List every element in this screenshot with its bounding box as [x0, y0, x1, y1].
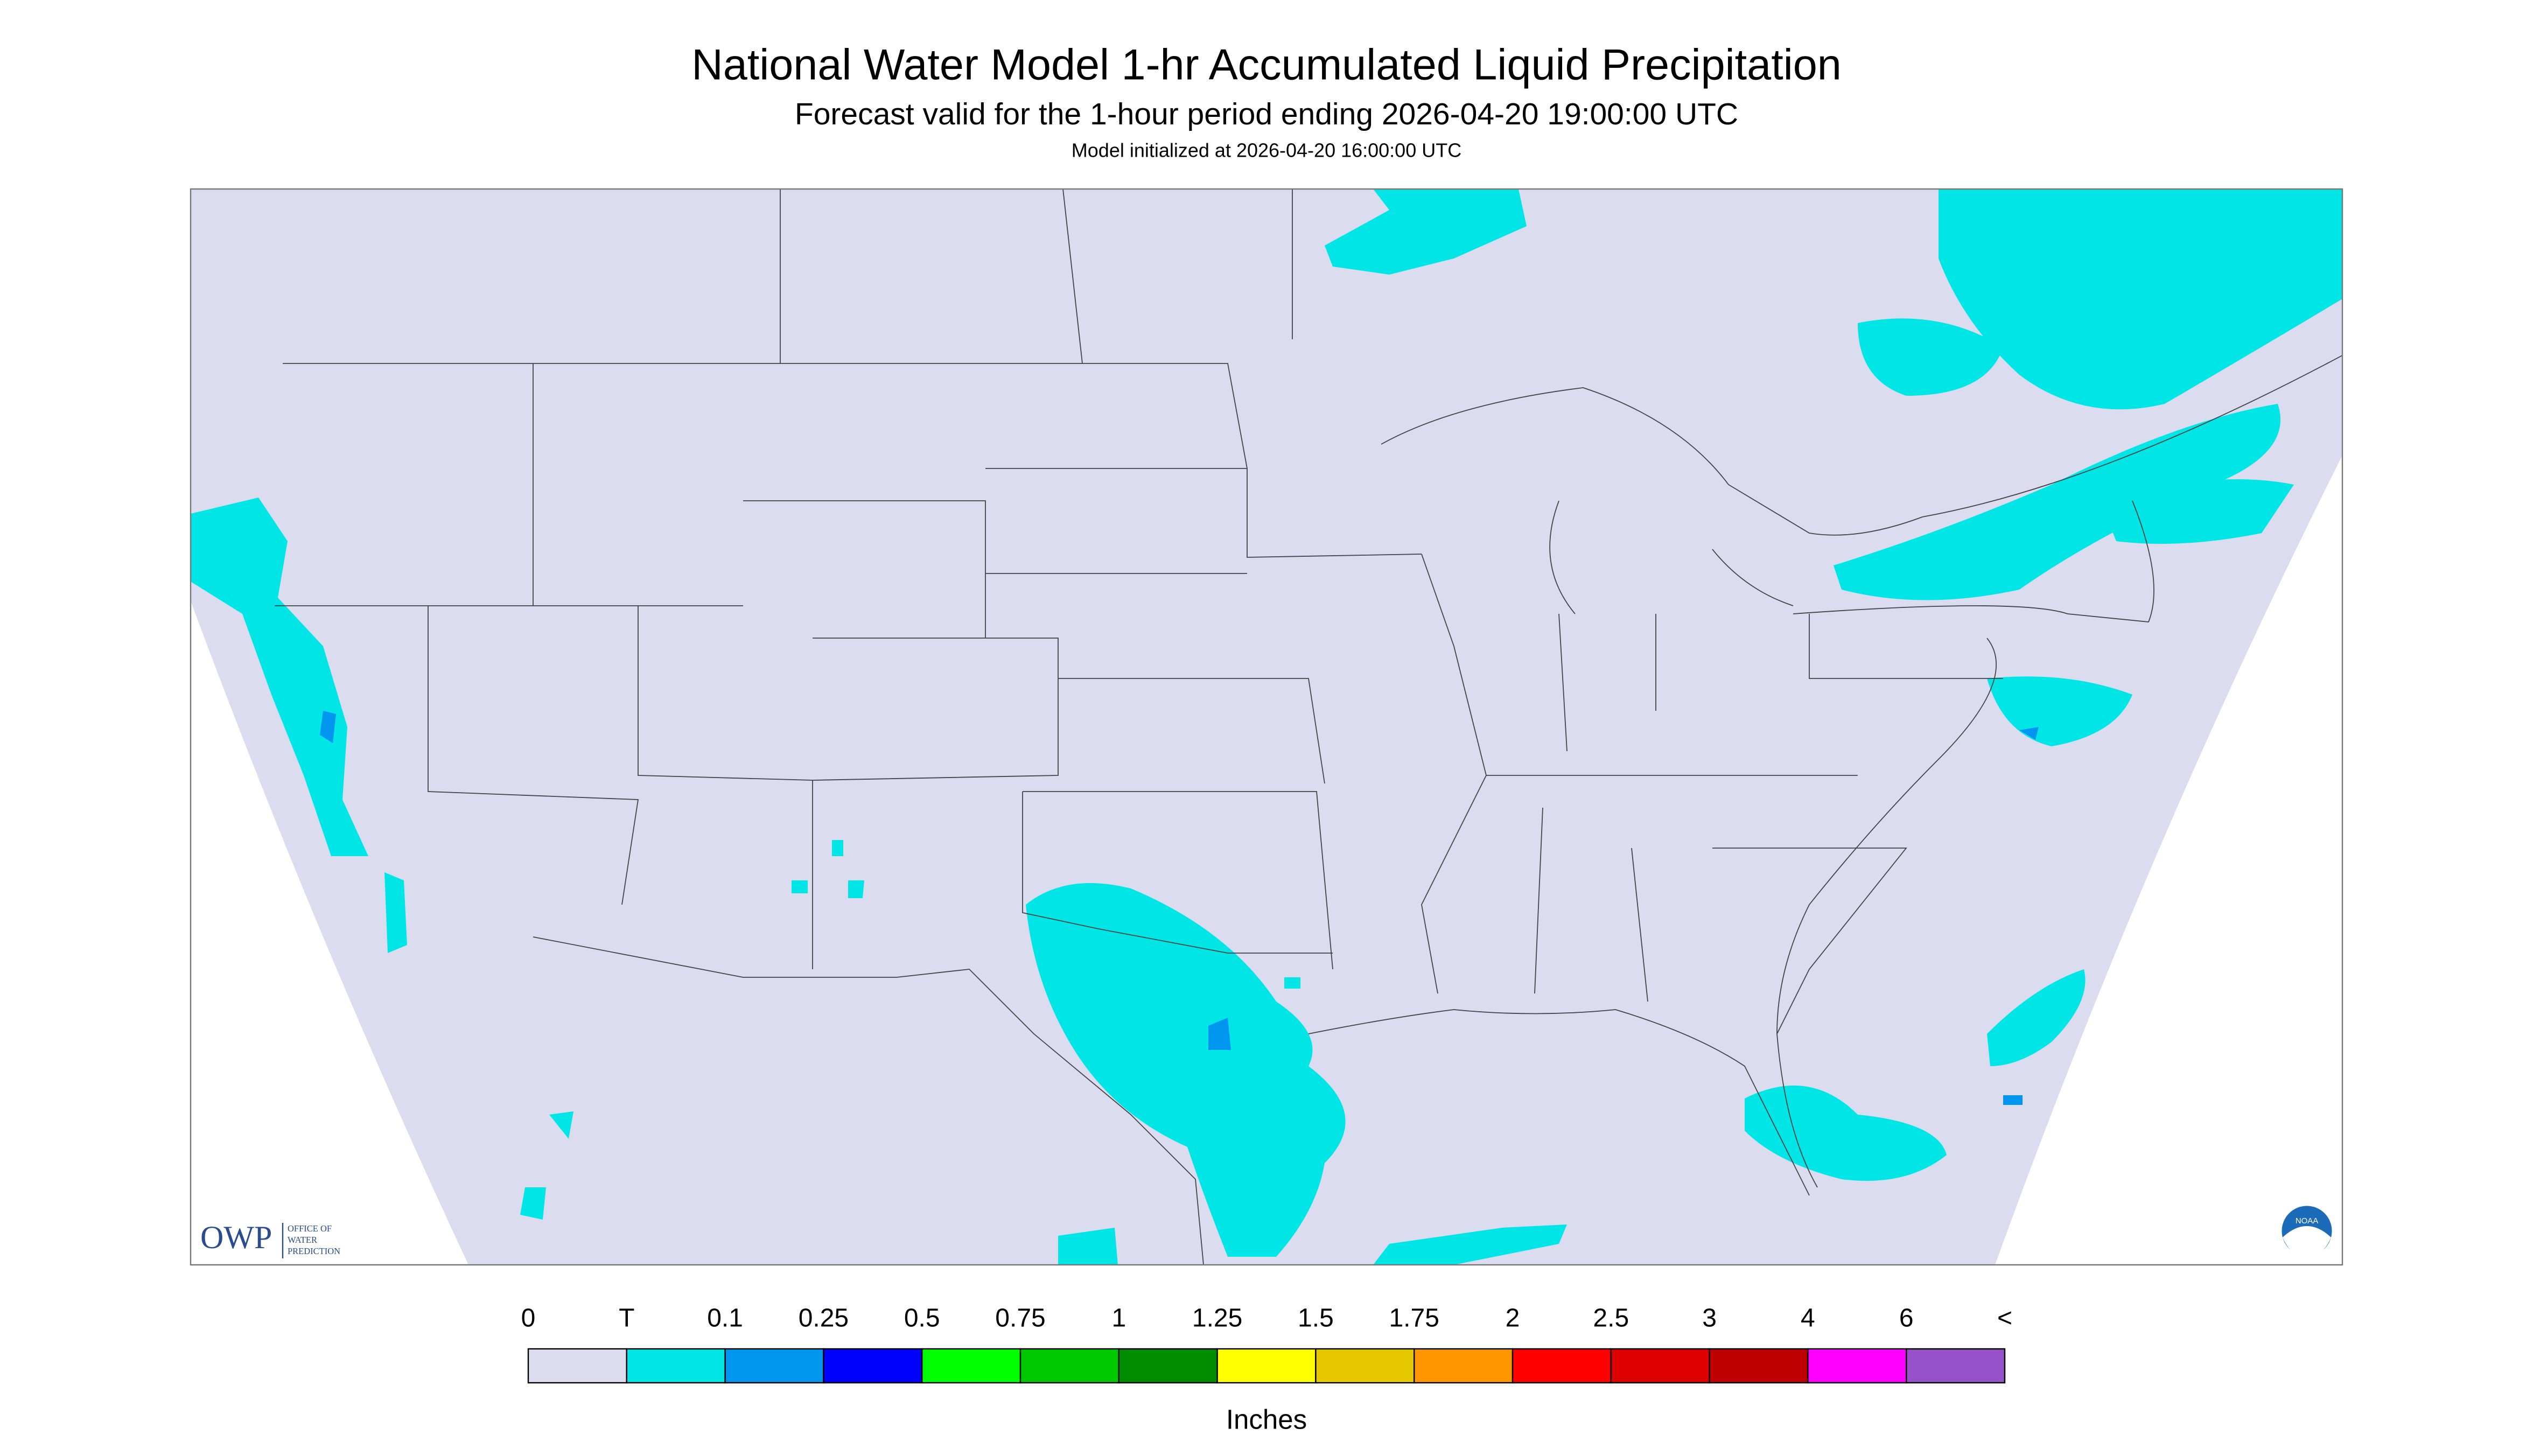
- legend-swatch: [1019, 1348, 1120, 1384]
- init-time: Model initialized at 2026-04-20 16:00:00…: [1072, 139, 1461, 162]
- title: National Water Model 1-hr Accumulated Li…: [691, 40, 1842, 89]
- legend-swatch: [1807, 1348, 1907, 1384]
- noaa-logo: NOAA: [2280, 1204, 2334, 1258]
- legend-swatch: [527, 1348, 628, 1384]
- owp-line: PREDICTION: [288, 1246, 340, 1256]
- legend-label: 1.25: [1192, 1304, 1242, 1333]
- legend-swatch: [1118, 1348, 1218, 1384]
- owp-line: WATER: [288, 1235, 317, 1245]
- legend-swatch: [1905, 1348, 2006, 1384]
- legend-label: 2.5: [1593, 1304, 1629, 1333]
- legend-label: 0: [521, 1304, 536, 1333]
- model-domain: [191, 189, 2342, 1265]
- legend-label: 3: [1702, 1304, 1717, 1333]
- precip-areas: [191, 189, 2342, 1265]
- legend-label: 1.75: [1389, 1304, 1439, 1333]
- owp-logo: OWP OFFICE OF WATER PREDICTION: [200, 1220, 340, 1259]
- legend-label: 1: [1111, 1304, 1126, 1333]
- legend-label: 2: [1506, 1304, 1520, 1333]
- borders: [275, 188, 2343, 1265]
- legend-swatch: [724, 1348, 824, 1384]
- legend-swatch: [1512, 1348, 1612, 1384]
- legend-swatch: [1414, 1348, 1514, 1384]
- legend-label: 0.5: [904, 1304, 940, 1333]
- legend-label: 1.5: [1298, 1304, 1334, 1333]
- map: OWP OFFICE OF WATER PREDICTION NOAA: [190, 188, 2343, 1266]
- legend-label: 6: [1899, 1304, 1914, 1333]
- legend-unit: Inches: [1226, 1404, 1307, 1434]
- legend-label: 0.25: [799, 1304, 849, 1333]
- legend-swatch: [1610, 1348, 1710, 1384]
- noaa-text: NOAA: [2296, 1216, 2319, 1226]
- map-frame: [190, 188, 2343, 1266]
- legend-label: 4: [1801, 1304, 1815, 1333]
- legend-label: 0.1: [707, 1304, 743, 1333]
- owp-wordmark: OWP: [200, 1220, 272, 1255]
- owp-line: OFFICE OF: [288, 1223, 332, 1234]
- legend: 0 T 0.1 0.25 0.5 0.75 1 1.25 1.5 1.75 2 2.5 3 4 6 <: [521, 1304, 2012, 1384]
- legend-swatch: [1315, 1348, 1415, 1384]
- legend-label: T: [619, 1304, 634, 1333]
- subtitle: Forecast valid for the 1-hour period end…: [795, 97, 1738, 131]
- legend-swatch: [921, 1348, 1021, 1384]
- legend-label: <: [1997, 1304, 2012, 1333]
- legend-swatch: [823, 1348, 923, 1384]
- legend-swatch: [626, 1348, 726, 1384]
- legend-swatch: [1216, 1348, 1317, 1384]
- legend-swatch: [1709, 1348, 1809, 1384]
- legend-label: 0.75: [995, 1304, 1045, 1333]
